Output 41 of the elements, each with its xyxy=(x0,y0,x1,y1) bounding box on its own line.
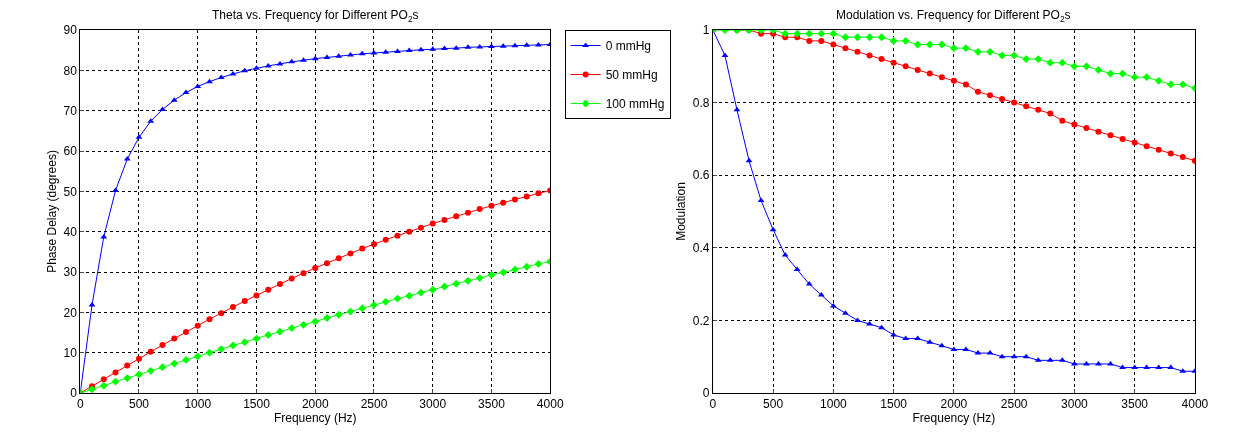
x-tick-label: 500 xyxy=(763,397,784,412)
x-tick-label: 2500 xyxy=(360,397,388,412)
y-tick-label: 70 xyxy=(63,103,78,118)
y-tick-label: 30 xyxy=(63,265,78,280)
y-tick-label: 1 xyxy=(702,23,710,38)
chart-title: Theta vs. Frequency for Different PO$_{2}$s xyxy=(212,8,419,24)
y-tick-label: 0.4 xyxy=(692,241,710,255)
x-axis-title: Frequency (Hz) xyxy=(273,411,357,426)
y-tick-label: 0 xyxy=(702,386,710,401)
x-tick-label: 500 xyxy=(128,397,150,412)
x-tick-label: 3500 xyxy=(478,397,506,412)
x-tick-label: 3000 xyxy=(419,397,447,412)
y-tick-label: 0.2 xyxy=(692,313,710,328)
y-axis-title: Phase Delay (degrees) xyxy=(44,150,59,273)
x-tick-label: 1000 xyxy=(820,397,848,412)
x-tick-label: 3000 xyxy=(1061,397,1089,412)
x-tick-label: 4000 xyxy=(536,397,564,412)
x-tick-label: 3500 xyxy=(1121,397,1149,412)
y-tick-label: 10 xyxy=(63,345,78,360)
y-axis-title: Modulation xyxy=(674,182,689,241)
x-tick-label: 1000 xyxy=(184,397,212,412)
x-tick-label: 2000 xyxy=(301,397,329,412)
legend-label: 0 mmHg xyxy=(605,39,651,54)
x-tick-label: 4000 xyxy=(1181,397,1209,412)
y-tick-label: 0 xyxy=(70,386,78,401)
y-tick-label: 90 xyxy=(63,23,78,38)
y-tick-label: 60 xyxy=(63,144,78,159)
legend-label: 50 mmHg xyxy=(605,68,658,83)
legend-label: 100 mmHg xyxy=(605,97,665,112)
y-tick-label: 20 xyxy=(63,305,78,320)
y-tick-label: 40 xyxy=(63,224,78,239)
chart-title: Modulation vs. Frequency for Different PO$_{2}$s xyxy=(836,8,1071,24)
y-tick-label: 0.6 xyxy=(692,168,710,183)
x-tick-label: 1500 xyxy=(880,397,908,412)
x-tick-label: 2500 xyxy=(1000,397,1028,412)
y-tick-label: 80 xyxy=(63,63,78,78)
y-tick-label: 50 xyxy=(63,184,78,199)
x-axis-title: Frequency (Hz) xyxy=(912,411,996,426)
x-tick-label: 1500 xyxy=(243,397,271,412)
y-tick-label: 0.8 xyxy=(692,95,710,110)
x-tick-label: 2000 xyxy=(940,397,968,412)
